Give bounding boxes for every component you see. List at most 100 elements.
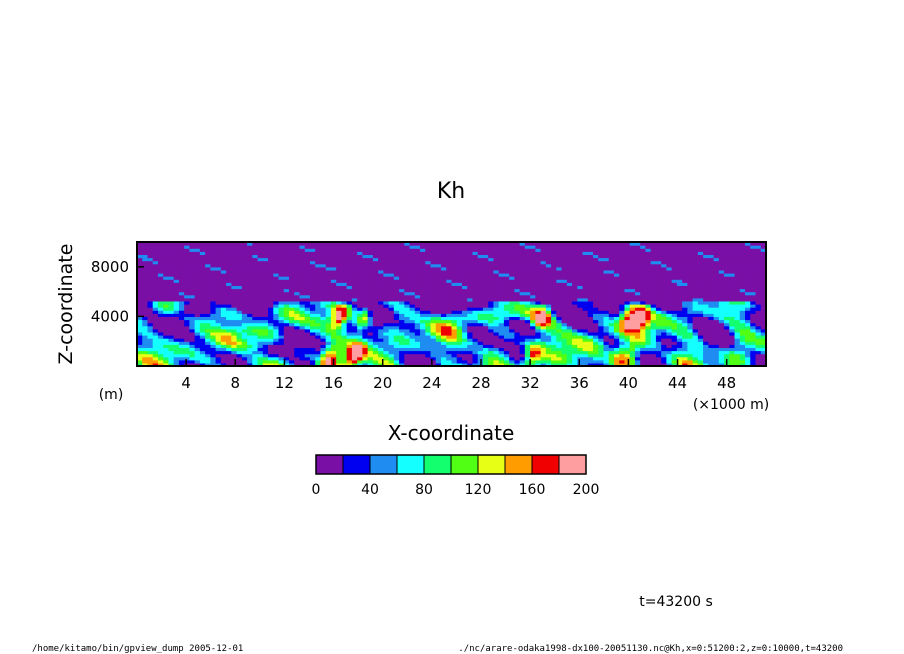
heatmap-cell — [257, 263, 264, 268]
heatmap-cell — [378, 316, 384, 321]
heatmap-cell — [414, 328, 421, 333]
heatmap-cell — [341, 242, 348, 246]
heatmap-cell — [236, 319, 243, 324]
heatmap-cell — [336, 291, 343, 296]
heatmap-cell — [524, 362, 531, 366]
heatmap-cell — [189, 245, 196, 249]
heatmap-cell — [268, 263, 274, 268]
heatmap-cell — [231, 325, 238, 330]
heatmap-cell — [619, 273, 626, 277]
heatmap-cell — [205, 304, 211, 308]
heatmap-cell — [409, 341, 416, 345]
heatmap-cell — [147, 297, 154, 302]
heatmap-cell — [729, 269, 736, 274]
heatmap-cell — [420, 322, 426, 327]
heatmap-cell — [199, 291, 206, 296]
heatmap-cell — [168, 335, 175, 339]
heatmap-cell — [540, 294, 547, 299]
heatmap-cell — [252, 263, 259, 268]
heatmap-cell — [241, 266, 248, 271]
heatmap-cell — [477, 245, 484, 249]
heatmap-cell — [697, 254, 704, 259]
heatmap-cell — [278, 294, 285, 299]
heatmap-cell — [482, 291, 489, 296]
heatmap-cell — [760, 279, 766, 283]
heatmap-cell — [441, 279, 447, 283]
heatmap-cell — [697, 359, 704, 364]
heatmap-cell — [729, 251, 736, 255]
heatmap-cell — [760, 304, 766, 308]
heatmap-cell — [351, 313, 358, 317]
heatmap-cell — [739, 254, 746, 259]
heatmap-cell — [199, 273, 206, 277]
heatmap-cell — [566, 328, 573, 333]
heatmap-cell — [577, 335, 584, 339]
heatmap-cell — [241, 291, 248, 296]
heatmap-cell — [645, 341, 652, 345]
heatmap-cell — [393, 331, 400, 336]
heatmap-cell — [655, 325, 662, 330]
x-tick-label: 32 — [521, 374, 540, 392]
heatmap-cell — [220, 260, 227, 265]
heatmap-cell — [346, 304, 353, 308]
heatmap-cell — [388, 338, 395, 342]
heatmap-cell — [556, 328, 563, 333]
heatmap-cell — [372, 279, 379, 283]
heatmap-cell — [687, 344, 694, 348]
heatmap-cell — [388, 347, 395, 352]
heatmap-cell — [372, 319, 379, 324]
heatmap-cell — [241, 257, 248, 262]
heatmap-cell — [598, 322, 605, 327]
heatmap-cell — [378, 282, 384, 286]
heatmap-cell — [184, 307, 191, 311]
heatmap-cell — [540, 307, 547, 311]
heatmap-cell — [634, 245, 641, 249]
heatmap-cell — [566, 276, 573, 280]
heatmap-cell — [634, 288, 641, 293]
heatmap-cell — [142, 359, 149, 364]
heatmap-cell — [137, 341, 143, 345]
heatmap-cell — [682, 344, 688, 348]
heatmap-cell — [220, 338, 227, 342]
heatmap-cell — [409, 353, 416, 358]
heatmap-cell — [687, 276, 694, 280]
heatmap-cell — [278, 304, 285, 308]
heatmap-cell — [309, 291, 316, 296]
heatmap-cell — [236, 294, 243, 299]
heatmap-cell — [362, 350, 369, 355]
heatmap-cell — [708, 319, 715, 324]
heatmap-cell — [713, 331, 720, 336]
heatmap-cell — [461, 254, 468, 259]
heatmap-cell — [241, 245, 248, 249]
heatmap-cell — [199, 276, 206, 280]
heatmap-cell — [341, 279, 348, 283]
heatmap-cell — [330, 266, 337, 271]
heatmap-cell — [194, 279, 201, 283]
heatmap-cell — [624, 242, 631, 246]
heatmap-cell — [488, 304, 495, 308]
heatmap-cell — [456, 269, 463, 274]
heatmap-cell — [755, 273, 762, 277]
heatmap-cell — [168, 276, 175, 280]
heatmap-cell — [524, 245, 531, 249]
heatmap-cell — [315, 291, 322, 296]
heatmap-cell — [210, 347, 217, 352]
heatmap-cell — [734, 285, 741, 290]
heatmap-cell — [283, 294, 290, 299]
heatmap-cell — [252, 279, 259, 283]
heatmap-cell — [309, 273, 316, 277]
heatmap-cell — [220, 257, 227, 262]
heatmap-cell — [503, 257, 510, 262]
heatmap-cell — [446, 310, 453, 314]
heatmap-cell — [619, 322, 626, 327]
heatmap-cell — [194, 297, 201, 302]
heatmap-cell — [503, 347, 510, 352]
heatmap-cell — [346, 242, 353, 246]
heatmap-cell — [713, 288, 720, 293]
heatmap-cell — [456, 273, 463, 277]
heatmap-cell — [666, 285, 673, 290]
heatmap-cell — [461, 322, 468, 327]
heatmap-cell — [582, 288, 589, 293]
heatmap-cell — [157, 276, 164, 280]
heatmap-cell — [451, 282, 458, 286]
